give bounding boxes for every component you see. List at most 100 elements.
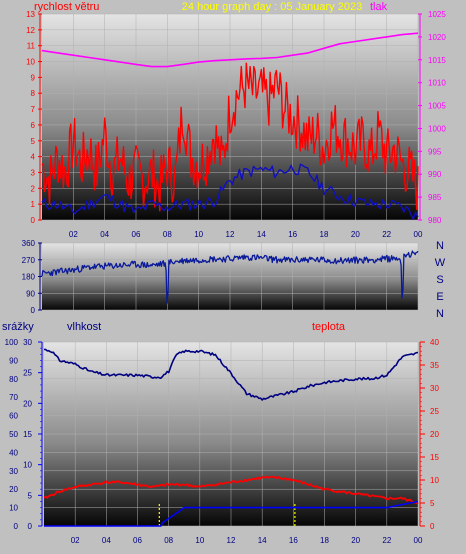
rain-label: srážky bbox=[2, 321, 34, 333]
tick-label: 35 bbox=[430, 361, 439, 370]
tick-label: 20 bbox=[9, 485, 18, 494]
compass-label: N bbox=[436, 308, 444, 320]
rain-axis: 0 5 10 15 20 25 30 bbox=[23, 338, 43, 531]
rain-line bbox=[44, 500, 419, 527]
temperature-axis: 0 5 10 15 20 25 30 35 40 bbox=[419, 338, 439, 531]
wind-pressure-time-axis: 02 04 06 08 10 12 14 16 18 20 22 00 bbox=[69, 230, 423, 239]
compass-label: W bbox=[435, 257, 446, 269]
tick-label: 8 bbox=[31, 89, 36, 98]
tick-label: 06 bbox=[133, 536, 142, 545]
tick-label: 90 bbox=[26, 289, 35, 298]
tick-label: 12 bbox=[226, 230, 235, 239]
tick-label: 5 bbox=[31, 137, 36, 146]
tick-label: 10 bbox=[195, 536, 204, 545]
tick-label: 16 bbox=[289, 536, 298, 545]
tick-label: 9 bbox=[31, 73, 36, 82]
tick-label: 5 bbox=[430, 499, 435, 508]
tick-label: 25 bbox=[23, 369, 32, 378]
tick-label: 18 bbox=[320, 536, 329, 545]
tick-label: 180 bbox=[22, 273, 36, 282]
compass-label: E bbox=[436, 291, 443, 303]
humidity-temperature-series bbox=[43, 348, 419, 527]
tick-label: 70 bbox=[9, 393, 18, 402]
tick-label: 04 bbox=[100, 230, 109, 239]
tick-label: 12 bbox=[26, 26, 35, 35]
tick-label: 4 bbox=[31, 153, 36, 162]
tick-label: 20 bbox=[351, 536, 360, 545]
tick-label: 50 bbox=[9, 430, 18, 439]
pressure-label: tlak bbox=[370, 1, 388, 13]
temperature-line bbox=[43, 475, 419, 505]
tick-label: 1025 bbox=[428, 10, 446, 19]
tick-label: 360 bbox=[22, 239, 36, 248]
tick-label: 40 bbox=[430, 338, 439, 347]
wind-average-line bbox=[41, 163, 419, 221]
tick-label: 00 bbox=[414, 230, 423, 239]
tick-label: 5 bbox=[28, 491, 33, 500]
tick-label: 12 bbox=[227, 536, 236, 545]
tick-label: 1020 bbox=[428, 33, 446, 42]
compass-label: N bbox=[436, 240, 444, 252]
tick-label: 08 bbox=[163, 230, 172, 239]
tick-label: 100 bbox=[5, 338, 19, 347]
wind-pressure-series bbox=[41, 32, 419, 221]
tick-label: 15 bbox=[430, 453, 439, 462]
tick-label: 1010 bbox=[428, 79, 446, 88]
tick-label: 02 bbox=[71, 536, 80, 545]
wind-pressure-grid bbox=[42, 13, 419, 221]
tick-label: 30 bbox=[23, 338, 32, 347]
tick-label: 20 bbox=[23, 399, 32, 408]
tick-label: 2 bbox=[31, 184, 36, 193]
tick-label: 14 bbox=[257, 230, 266, 239]
tick-label: 80 bbox=[9, 375, 18, 384]
tick-label: 0 bbox=[31, 216, 36, 225]
tick-label: 0 bbox=[31, 306, 36, 315]
pressure-line bbox=[41, 32, 419, 68]
tick-label: 1 bbox=[31, 200, 36, 209]
tick-label: 30 bbox=[9, 467, 18, 476]
wind-direction-line bbox=[41, 250, 419, 304]
tick-label: 980 bbox=[428, 216, 442, 225]
tick-label: 60 bbox=[9, 412, 18, 421]
tick-label: 22 bbox=[382, 230, 391, 239]
humidity-axis: 0 10 20 30 40 50 60 70 80 90 100 bbox=[5, 338, 19, 531]
tick-label: 22 bbox=[382, 536, 391, 545]
tick-label: 10 bbox=[23, 461, 32, 470]
wind-gust-line bbox=[41, 62, 419, 212]
wind-direction-axis: 0 90 180 270 360 bbox=[22, 239, 42, 315]
tick-label: 02 bbox=[69, 230, 78, 239]
wind-speed-label: rychlost větru bbox=[34, 1, 99, 13]
tick-label: 10 bbox=[9, 504, 18, 513]
tick-label: 10 bbox=[194, 230, 203, 239]
tick-label: 10 bbox=[26, 58, 35, 67]
humidity-temperature-grid bbox=[44, 341, 419, 527]
tick-label: 06 bbox=[132, 230, 141, 239]
tick-label: 20 bbox=[430, 430, 439, 439]
humidity-label: vlhkost bbox=[67, 321, 101, 333]
tick-label: 985 bbox=[428, 193, 442, 202]
tick-label: 30 bbox=[430, 384, 439, 393]
tick-label: 0 bbox=[28, 522, 33, 531]
tick-label: 40 bbox=[9, 448, 18, 457]
tick-label: 13 bbox=[26, 10, 35, 19]
tick-label: 990 bbox=[428, 170, 442, 179]
tick-label: 15 bbox=[23, 430, 32, 439]
temperature-label: teplota bbox=[312, 321, 346, 333]
tick-label: 00 bbox=[414, 536, 423, 545]
compass-label: S bbox=[436, 274, 443, 286]
tick-label: 18 bbox=[320, 230, 329, 239]
tick-label: 6 bbox=[31, 121, 36, 130]
pressure-axis: 980 985 990 995 1000 1005 1010 1015 1020 1025 bbox=[418, 10, 446, 225]
tick-label: 04 bbox=[102, 536, 111, 545]
tick-label: 7 bbox=[31, 105, 36, 114]
tick-label: 90 bbox=[9, 356, 18, 365]
tick-label: 10 bbox=[430, 476, 439, 485]
tick-label: 25 bbox=[430, 407, 439, 416]
tick-label: 0 bbox=[14, 522, 19, 531]
tick-label: 0 bbox=[430, 522, 435, 531]
wind-direction-series bbox=[41, 250, 419, 304]
humidity-line bbox=[43, 348, 419, 401]
